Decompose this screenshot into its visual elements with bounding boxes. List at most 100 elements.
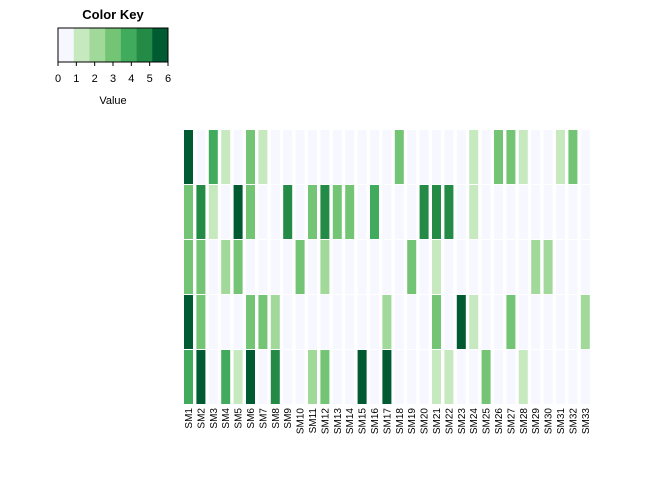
heatmap-cell xyxy=(208,130,218,184)
column-label: SM24 xyxy=(469,408,480,435)
heatmap-cell xyxy=(531,350,541,404)
column-label: SM7 xyxy=(258,408,269,429)
color-key-title: Color Key xyxy=(82,7,144,22)
heatmap-cell xyxy=(345,185,355,239)
heatmap-cell xyxy=(407,240,417,294)
heatmap-cell xyxy=(184,185,193,239)
heatmap-cell xyxy=(531,240,541,294)
heatmap-cell xyxy=(196,130,206,184)
heatmap-cell xyxy=(270,350,280,404)
heatmap-cell xyxy=(221,130,231,184)
heatmap-cell xyxy=(556,350,565,404)
heatmap-cell xyxy=(556,185,565,239)
column-label: SM19 xyxy=(407,408,418,435)
heatmap-cell xyxy=(394,130,404,184)
heatmap-cell xyxy=(370,350,379,404)
heatmap-cell xyxy=(469,295,479,349)
heatmap-cell xyxy=(432,185,441,239)
heatmap-cell xyxy=(419,240,429,294)
column-label: SM21 xyxy=(432,408,443,435)
column-label: SM31 xyxy=(556,408,567,435)
heatmap-cell xyxy=(394,350,404,404)
heatmap-cell xyxy=(394,240,404,294)
color-key-tick-label: 4 xyxy=(128,73,134,85)
heatmap-cell xyxy=(295,350,305,404)
heatmap-cell xyxy=(332,185,342,239)
heatmap-cell xyxy=(233,240,243,294)
color-key-tick-label: 1 xyxy=(73,73,79,85)
heatmap-cell xyxy=(580,185,590,239)
heatmap-cell xyxy=(444,185,454,239)
heatmap-cell xyxy=(506,185,516,239)
heatmap-cell xyxy=(543,350,553,404)
heatmap-cell xyxy=(469,350,479,404)
heatmap-cell xyxy=(196,240,206,294)
heatmap-cell xyxy=(432,130,441,184)
heatmap-cell xyxy=(407,185,417,239)
heatmap-cell xyxy=(345,295,355,349)
heatmap-cell xyxy=(394,295,404,349)
heatmap-cell xyxy=(246,295,255,349)
heatmap-cell xyxy=(357,350,367,404)
heatmap-cell xyxy=(357,185,367,239)
heatmap-cell xyxy=(295,130,305,184)
heatmap-cell xyxy=(568,295,578,349)
column-label: SM33 xyxy=(581,408,592,435)
heatmap-cell xyxy=(295,295,305,349)
heatmap-cell xyxy=(184,295,193,349)
column-label: SM20 xyxy=(420,408,431,435)
heatmap-cell xyxy=(221,295,231,349)
color-key-swatch xyxy=(120,28,137,62)
heatmap-cell xyxy=(308,350,317,404)
heatmap-cell xyxy=(320,130,330,184)
color-key-tick-label: 5 xyxy=(147,73,153,85)
heatmap-cell xyxy=(506,350,516,404)
heatmap-cell xyxy=(494,130,503,184)
heatmap-cell xyxy=(518,240,528,294)
color-key-tick-label: 3 xyxy=(110,73,116,85)
column-label: SM15 xyxy=(358,408,369,435)
heatmap-cell xyxy=(444,130,454,184)
heatmap-cell xyxy=(246,350,255,404)
heatmap-cell xyxy=(246,185,255,239)
column-label: SM1 xyxy=(184,408,195,429)
column-label: SM12 xyxy=(320,408,331,435)
heatmap-cell xyxy=(481,130,491,184)
color-key-xlabel: Value xyxy=(99,95,126,107)
heatmap-cell xyxy=(382,185,392,239)
heatmap-cell xyxy=(221,240,231,294)
heatmap-cell xyxy=(295,185,305,239)
heatmap-cell xyxy=(556,295,565,349)
heatmap-cell xyxy=(345,350,355,404)
column-label: SM8 xyxy=(271,408,282,429)
column-label: SM17 xyxy=(382,408,393,435)
heatmap-cell xyxy=(556,240,565,294)
heatmap-cell xyxy=(308,240,317,294)
heatmap-cell xyxy=(283,295,293,349)
heatmap-cell xyxy=(196,295,206,349)
column-label: SM13 xyxy=(333,408,344,435)
column-label: SM23 xyxy=(457,408,468,435)
color-key-tick-label: 6 xyxy=(165,73,171,85)
heatmap-cell xyxy=(456,130,466,184)
heatmap-cell xyxy=(568,185,578,239)
heatmap-cell xyxy=(233,295,243,349)
heatmap-cell xyxy=(481,295,491,349)
heatmap-cell xyxy=(481,185,491,239)
color-key-swatch xyxy=(58,28,75,62)
heatmap-cell xyxy=(258,240,268,294)
heatmap-cell xyxy=(382,350,392,404)
heatmap-cell xyxy=(370,240,379,294)
heatmap-cell xyxy=(208,185,218,239)
column-label: SM28 xyxy=(519,408,530,435)
heatmap-cell xyxy=(246,130,255,184)
column-label: SM27 xyxy=(506,408,517,435)
heatmap-cell xyxy=(444,350,454,404)
heatmap-cell xyxy=(543,295,553,349)
column-label: SM18 xyxy=(395,408,406,435)
column-label: SM25 xyxy=(482,408,493,435)
heatmap-cell xyxy=(283,185,293,239)
heatmap-cell xyxy=(481,350,491,404)
column-label: SM14 xyxy=(345,408,356,435)
